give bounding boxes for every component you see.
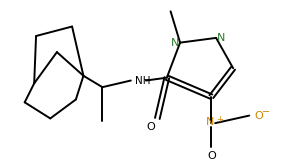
Text: N: N (206, 117, 214, 127)
Text: N: N (217, 33, 226, 43)
Text: O: O (254, 111, 263, 121)
Text: −: − (262, 107, 270, 117)
Text: O: O (207, 151, 216, 161)
Text: NH: NH (135, 76, 150, 85)
Text: N: N (171, 38, 179, 48)
Text: +: + (216, 115, 223, 124)
Text: O: O (146, 122, 155, 132)
